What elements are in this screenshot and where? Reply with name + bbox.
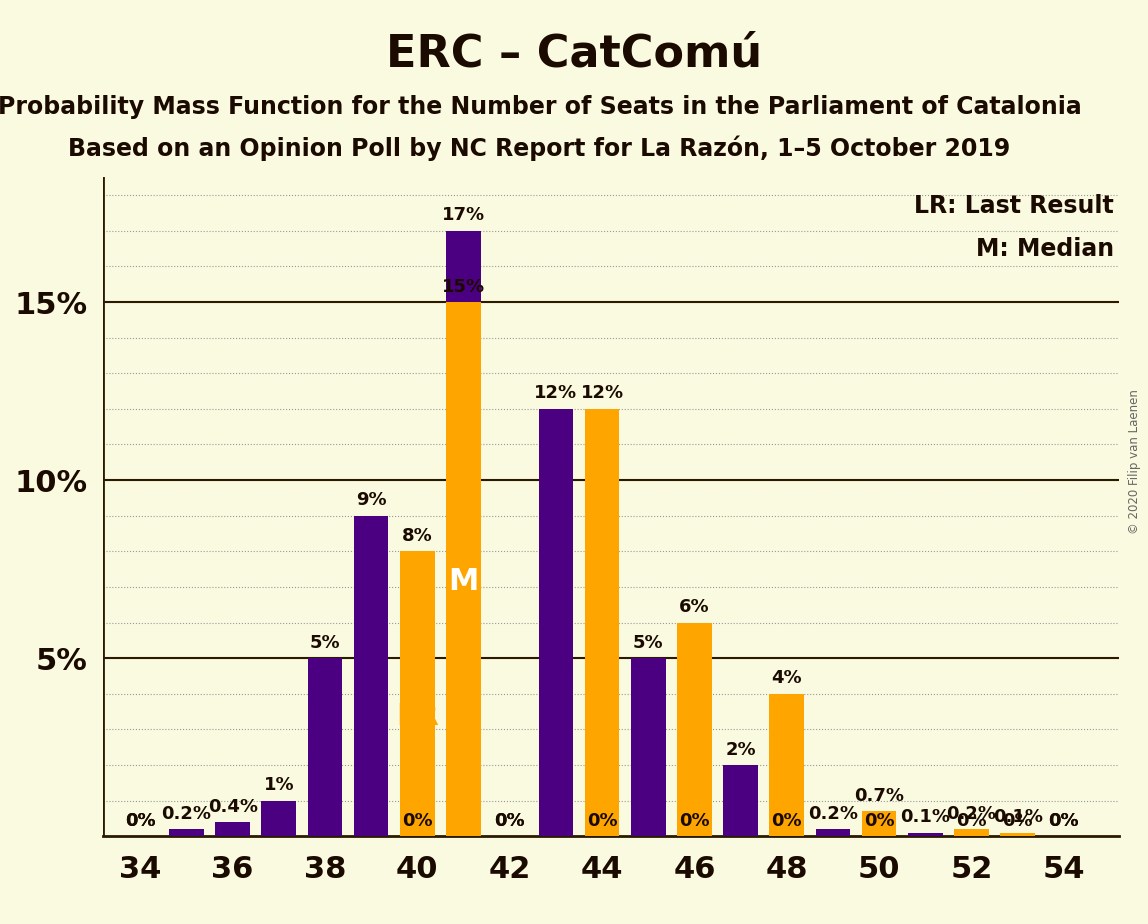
Bar (769, 694, 804, 836)
Text: 0.2%: 0.2% (162, 805, 211, 822)
Text: 6%: 6% (680, 598, 709, 616)
Text: 5%: 5% (633, 634, 664, 651)
Text: M: M (449, 567, 479, 597)
Text: © 2020 Filip van Laenen: © 2020 Filip van Laenen (1127, 390, 1141, 534)
Text: 12%: 12% (534, 384, 577, 403)
Text: 0.4%: 0.4% (208, 797, 257, 816)
Text: ERC – CatComú: ERC – CatComú (386, 32, 762, 76)
Text: LR: Last Result: LR: Last Result (915, 194, 1115, 218)
Text: 0.1%: 0.1% (900, 808, 951, 826)
Text: LR: LR (396, 702, 439, 731)
Text: M: Median: M: Median (976, 237, 1115, 261)
Text: 0%: 0% (1048, 812, 1079, 830)
Text: 0%: 0% (1002, 812, 1033, 830)
Text: 2%: 2% (726, 741, 755, 759)
Text: 0.2%: 0.2% (808, 805, 858, 822)
Bar (262, 800, 296, 836)
Text: 4%: 4% (771, 669, 802, 687)
Bar (447, 302, 481, 836)
Text: 0%: 0% (771, 812, 802, 830)
Text: 0.1%: 0.1% (993, 808, 1042, 826)
Bar (400, 552, 435, 836)
Text: 17%: 17% (442, 206, 486, 225)
Bar (723, 765, 758, 836)
Text: 12%: 12% (581, 384, 623, 403)
Bar (908, 833, 943, 836)
Text: 0%: 0% (863, 812, 894, 830)
Bar (816, 829, 851, 836)
Bar (862, 811, 897, 836)
Text: 0%: 0% (956, 812, 987, 830)
Text: 0%: 0% (680, 812, 709, 830)
Text: 8%: 8% (402, 527, 433, 545)
Bar (631, 658, 666, 836)
Text: 1%: 1% (264, 776, 294, 795)
Bar (216, 822, 250, 836)
Text: 0%: 0% (495, 812, 525, 830)
Bar (447, 231, 481, 836)
Text: 0%: 0% (495, 812, 525, 830)
Bar (677, 623, 712, 836)
Bar (538, 409, 573, 836)
Bar (308, 658, 342, 836)
Bar (354, 516, 388, 836)
Text: 0.7%: 0.7% (854, 787, 905, 805)
Text: 0%: 0% (1048, 812, 1079, 830)
Bar (584, 409, 620, 836)
Bar (954, 829, 988, 836)
Text: 5%: 5% (310, 634, 340, 651)
Text: 0%: 0% (402, 812, 433, 830)
Bar (1000, 833, 1035, 836)
Bar (169, 829, 203, 836)
Text: 9%: 9% (356, 492, 387, 509)
Text: 0%: 0% (125, 812, 156, 830)
Text: 15%: 15% (442, 277, 486, 296)
Text: Probability Mass Function for the Number of Seats in the Parliament of Catalonia: Probability Mass Function for the Number… (0, 95, 1081, 119)
Text: Based on an Opinion Poll by NC Report for La Razón, 1–5 October 2019: Based on an Opinion Poll by NC Report fo… (69, 136, 1010, 162)
Text: 0.2%: 0.2% (946, 805, 996, 822)
Text: 0%: 0% (125, 812, 156, 830)
Text: 0%: 0% (587, 812, 618, 830)
